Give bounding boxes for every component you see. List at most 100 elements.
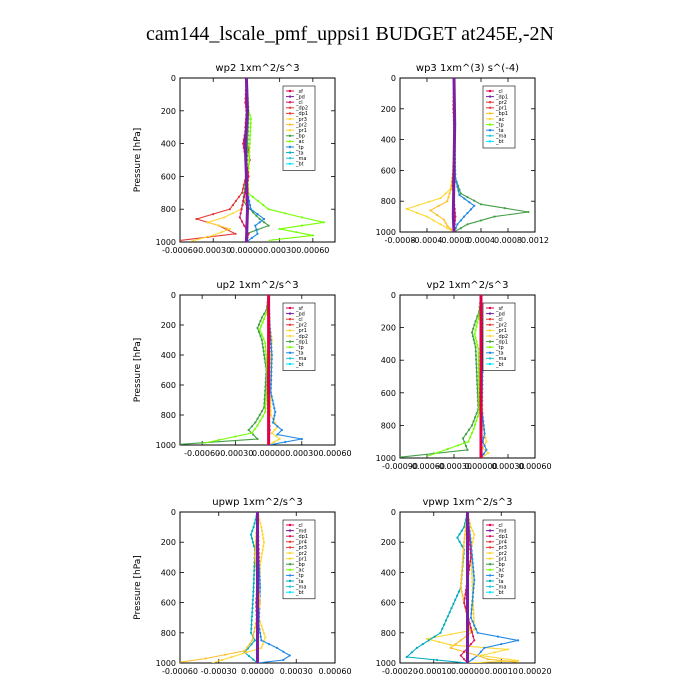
series-point-pr4: [460, 582, 463, 585]
legend-entry: _ac: [295, 139, 305, 145]
series-point-pd: [452, 200, 455, 203]
x-tick-label: -0.0004: [412, 236, 443, 245]
series-point-pr4: [253, 630, 256, 634]
series-point-tp: [274, 410, 277, 414]
series-point-sf: [479, 408, 483, 411]
x-tick-label: -0.00030: [217, 449, 253, 458]
series-point-pd: [256, 643, 259, 646]
series-point-pr4: [462, 545, 465, 548]
series-point-ta: [251, 611, 254, 614]
series-point-tp: [268, 643, 271, 646]
series-point-bp1: [503, 207, 506, 210]
series-point-cl: [470, 630, 474, 634]
legend-box: [282, 302, 316, 371]
series-point-sf: [479, 338, 483, 341]
series-point-sf: [479, 367, 483, 370]
series-point-tp: [270, 362, 273, 365]
legend-marker: [288, 334, 292, 338]
legend-marker: [488, 529, 492, 532]
series-point-dp2: [475, 358, 478, 361]
series-point-tp: [474, 627, 477, 631]
series-point-bp: [255, 214, 258, 217]
legend-entry: _md: [495, 528, 507, 534]
series-point-pd: [245, 228, 248, 231]
series-point-pd: [453, 153, 456, 157]
y-tick-label: 800: [381, 421, 396, 430]
series-point-sf: [267, 313, 270, 317]
series-point-pd: [246, 109, 249, 112]
legend-marker: [288, 557, 292, 560]
series-point-sf: [267, 428, 270, 432]
series-point-tp: [258, 582, 261, 585]
y-tick-label: 600: [381, 389, 396, 398]
series-point-dp2: [262, 350, 265, 353]
legend-marker: [488, 591, 492, 594]
series-point-pd: [453, 100, 456, 103]
y-tick-label: 600: [161, 599, 176, 608]
series-point-cl: [469, 552, 472, 555]
series-point-sf: [479, 298, 483, 301]
series-point-dp1: [264, 407, 267, 410]
legend-entry: _tp: [495, 573, 504, 579]
legend-marker: [288, 529, 292, 532]
series-point-sf: [479, 403, 483, 407]
x-tick-label: 0.0004: [467, 236, 495, 245]
series-point-pr2: [446, 227, 449, 230]
series-point-pr1: [448, 192, 451, 195]
series-point-pd: [453, 92, 456, 95]
series-point-dp1: [472, 427, 475, 430]
series-point-pd: [453, 134, 456, 137]
y-tick-label: 200: [161, 321, 176, 330]
series-point-pd: [466, 555, 469, 558]
series-point-dp1: [477, 371, 480, 374]
legend-marker: [288, 591, 292, 594]
series-point-pr1: [429, 209, 432, 212]
series-point-pd: [256, 591, 259, 594]
series-point-pd: [466, 559, 469, 562]
series-point-pd: [246, 105, 249, 108]
series-group: [405, 78, 530, 232]
series-point-ta: [448, 611, 451, 614]
x-tick-label: 0.00000: [451, 667, 484, 676]
series-point-dp2: [472, 338, 475, 341]
series-point-ac: [249, 126, 252, 129]
legend-marker: [488, 351, 492, 354]
series-point-pr1: [217, 224, 220, 227]
series-point-sf: [267, 341, 270, 345]
series-point-pr4: [462, 553, 465, 556]
series-point-pd: [466, 531, 469, 534]
legend-marker: [488, 140, 492, 143]
series-point-pd: [256, 514, 259, 518]
series-point-sf: [479, 326, 483, 329]
legend-marker: [288, 157, 292, 160]
series-point-pr4: [459, 586, 462, 589]
series-point-dp2: [260, 410, 263, 413]
series-point-pd: [452, 207, 455, 210]
legend-marker: [488, 89, 492, 93]
series-point-pd: [466, 563, 469, 566]
series-point-tp: [471, 562, 474, 565]
legend-marker: [288, 306, 292, 310]
series-point-pr1: [449, 227, 452, 230]
series-point-sf: [267, 333, 270, 337]
series-point-sf: [267, 357, 270, 361]
series-point-cl: [242, 142, 245, 145]
series-point-pd: [256, 535, 259, 538]
legend-marker: [488, 106, 492, 110]
series-point-tp: [485, 448, 488, 451]
legend-entry: _pr2: [295, 122, 307, 128]
series-point-sf: [267, 385, 270, 389]
series-point-pd: [245, 81, 248, 84]
series-point-sf: [479, 342, 483, 345]
series-point-dp2: [470, 331, 474, 334]
series-point-pr2: [472, 608, 475, 611]
series-point-ta: [443, 623, 446, 626]
series-point-tp: [482, 420, 485, 423]
series-point-sf: [267, 321, 270, 325]
legend-entry: _tp: [295, 345, 304, 351]
series-point-tp: [270, 346, 273, 349]
series-line-pr4: [180, 512, 261, 663]
series-point-pd: [256, 583, 259, 586]
series-point-pr2: [262, 544, 265, 548]
